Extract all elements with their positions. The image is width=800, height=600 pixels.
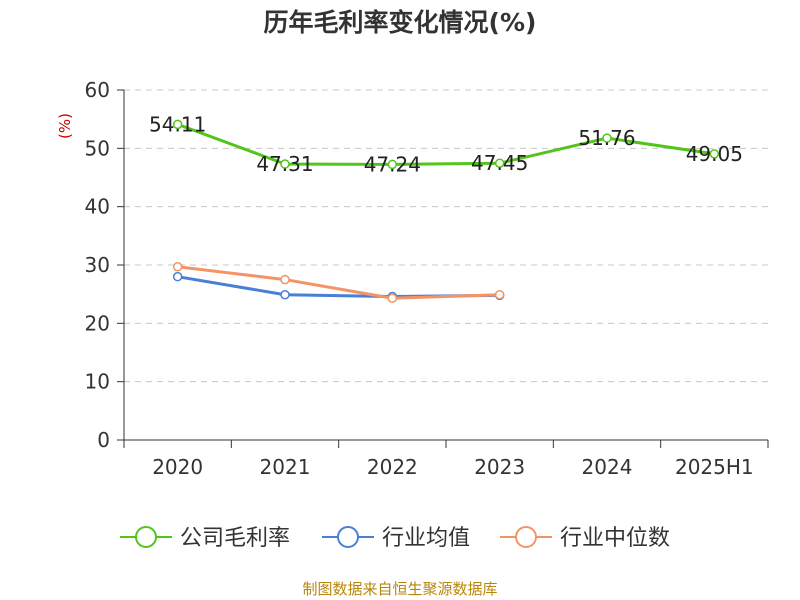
y-tick-label: 30	[85, 253, 110, 277]
data-point	[602, 133, 612, 143]
y-tick-label: 20	[85, 311, 110, 335]
series-lines	[172, 119, 720, 303]
data-labels: 54.11 47.31 47.24 47.45 51.76 49.05	[149, 112, 743, 176]
data-point	[280, 274, 290, 285]
chart-title: 历年毛利率变化情况(%)	[264, 8, 537, 37]
legend[interactable]: 公司毛利率 行业均值 行业中位数	[120, 526, 670, 551]
data-label: 47.24	[364, 152, 421, 176]
series-line-0	[177, 122, 715, 166]
x-tick-label: 2022	[367, 455, 418, 479]
source-note: 制图数据来自恒生聚源数据库	[302, 580, 497, 598]
y-axis-unit: (%)	[56, 113, 74, 139]
y-tick-label: 40	[85, 195, 110, 219]
data-point	[494, 290, 505, 300]
data-point	[172, 119, 183, 130]
x-tick-label: 2024	[582, 455, 633, 479]
data-point	[709, 149, 720, 159]
x-tick-label: 2025H1	[675, 455, 754, 479]
y-axis-ticks: 0 10 20 30 40 50 60	[85, 78, 124, 452]
x-tick-label: 2021	[260, 455, 311, 479]
legend-item-1[interactable]: 行业均值	[322, 526, 470, 551]
legend-marker	[515, 526, 537, 548]
data-point	[172, 262, 183, 272]
series-line-1	[177, 275, 500, 298]
legend-marker	[337, 526, 359, 548]
legend-item-0[interactable]: 公司毛利率	[120, 526, 290, 551]
data-label: 49.05	[686, 142, 743, 166]
legend-label: 行业中位数	[560, 526, 670, 551]
legend-label: 公司毛利率	[180, 526, 290, 551]
data-point	[387, 293, 398, 303]
data-point	[280, 159, 290, 169]
legend-item-2[interactable]: 行业中位数	[500, 526, 670, 551]
data-point	[280, 290, 290, 300]
data-label: 47.31	[256, 152, 313, 176]
x-axis-ticks: 2020 2021 2022 2023 2024 2025H1	[123, 440, 769, 479]
data-point	[387, 159, 398, 170]
data-point	[494, 158, 505, 168]
y-tick-label: 50	[85, 136, 110, 160]
data-label: 54.11	[149, 112, 206, 136]
y-tick-label: 10	[85, 370, 110, 394]
y-tick-label: 60	[85, 78, 110, 102]
x-tick-label: 2023	[474, 455, 525, 479]
x-tick-label: 2020	[152, 455, 203, 479]
y-tick-label: 0	[97, 428, 110, 452]
data-label: 51.76	[578, 126, 635, 150]
legend-label: 行业均值	[382, 526, 470, 551]
series-line-2	[177, 265, 500, 300]
grid-lines	[124, 89, 768, 383]
data-label: 47.45	[471, 151, 528, 175]
data-point	[172, 271, 183, 282]
legend-marker	[135, 526, 157, 548]
